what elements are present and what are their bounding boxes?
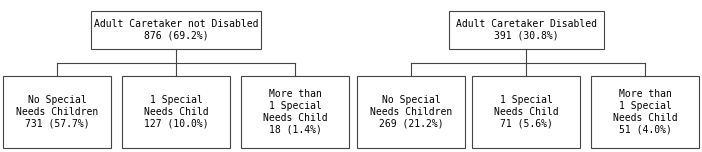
- Text: 1 Special
Needs Child
71 (5.6%): 1 Special Needs Child 71 (5.6%): [494, 95, 558, 129]
- FancyBboxPatch shape: [122, 76, 230, 148]
- FancyBboxPatch shape: [449, 11, 604, 49]
- FancyBboxPatch shape: [591, 76, 699, 148]
- Text: Adult Caretaker Disabled
391 (30.8%): Adult Caretaker Disabled 391 (30.8%): [456, 19, 597, 41]
- FancyBboxPatch shape: [3, 76, 111, 148]
- Text: No Special
Needs Children
269 (21.2%): No Special Needs Children 269 (21.2%): [370, 95, 452, 129]
- FancyBboxPatch shape: [357, 76, 465, 148]
- FancyBboxPatch shape: [472, 76, 580, 148]
- FancyBboxPatch shape: [241, 76, 349, 148]
- FancyBboxPatch shape: [91, 11, 261, 49]
- Text: More than
1 Special
Needs Child
51 (4.0%): More than 1 Special Needs Child 51 (4.0%…: [613, 89, 677, 135]
- Text: More than
1 Special
Needs Child
18 (1.4%): More than 1 Special Needs Child 18 (1.4%…: [263, 89, 327, 135]
- Text: Adult Caretaker not Disabled
876 (69.2%): Adult Caretaker not Disabled 876 (69.2%): [94, 19, 258, 41]
- Text: No Special
Needs Children
731 (57.7%): No Special Needs Children 731 (57.7%): [16, 95, 98, 129]
- Text: 1 Special
Needs Child
127 (10.0%): 1 Special Needs Child 127 (10.0%): [144, 95, 208, 129]
